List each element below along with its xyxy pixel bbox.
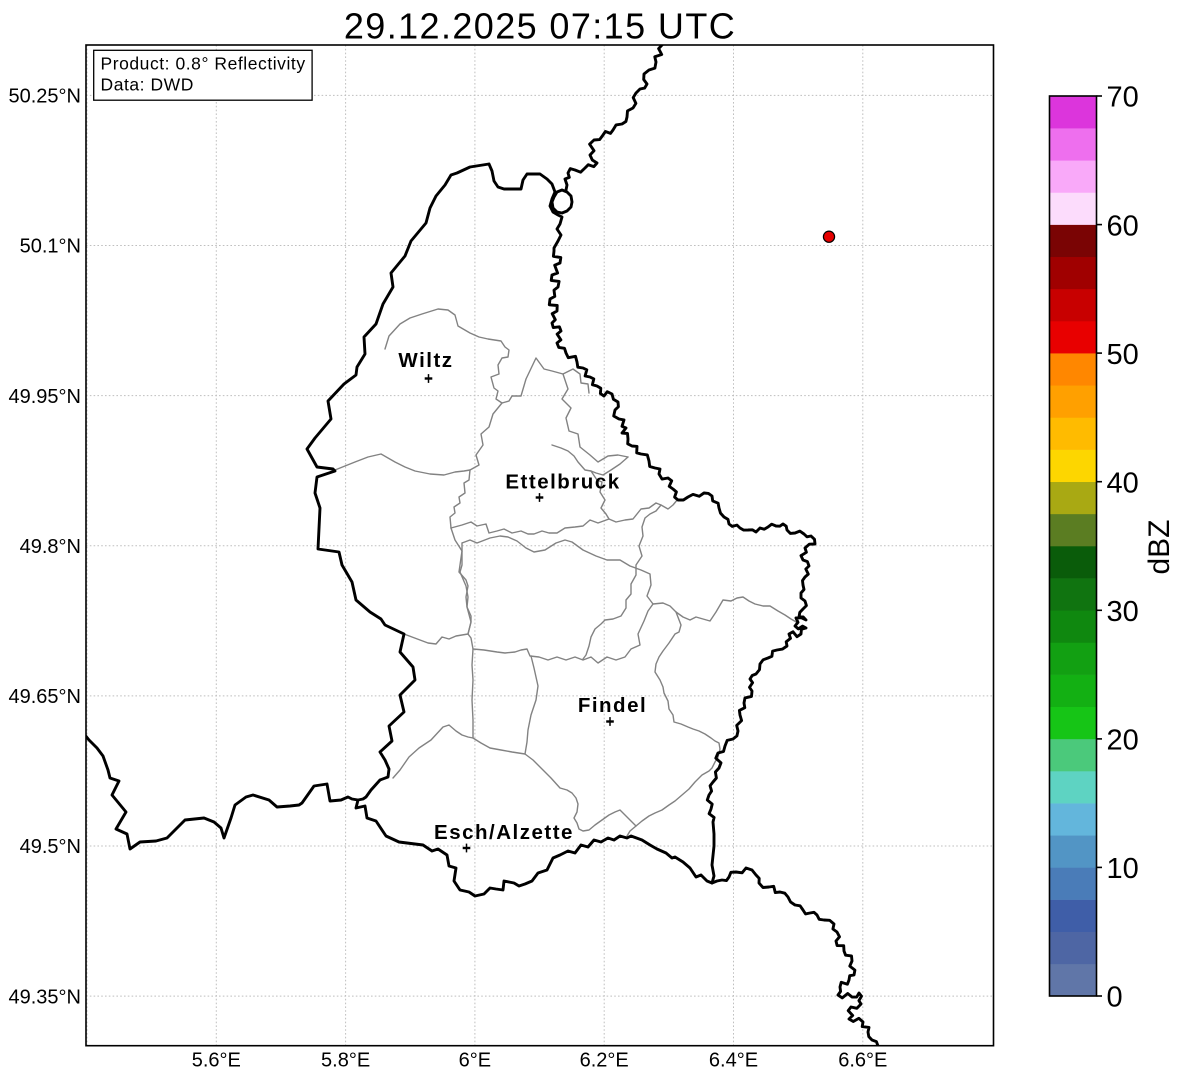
svg-text:40: 40 bbox=[1107, 467, 1139, 499]
svg-text:6.6°E: 6.6°E bbox=[838, 1050, 887, 1072]
svg-text:49.35°N: 49.35°N bbox=[9, 986, 82, 1008]
svg-text:60: 60 bbox=[1107, 210, 1139, 242]
svg-text:50: 50 bbox=[1107, 339, 1139, 371]
svg-text:dBZ: dBZ bbox=[1143, 519, 1176, 574]
svg-text:Ettelbruck: Ettelbruck bbox=[505, 471, 620, 494]
svg-text:Wiltz: Wiltz bbox=[398, 349, 453, 372]
svg-text:30: 30 bbox=[1107, 596, 1139, 628]
svg-text:6.4°E: 6.4°E bbox=[709, 1050, 758, 1072]
svg-text:49.5°N: 49.5°N bbox=[20, 836, 81, 858]
svg-text:70: 70 bbox=[1107, 82, 1139, 114]
svg-text:50.25°N: 50.25°N bbox=[9, 86, 82, 108]
svg-text:29.12.2025 07:15 UTC: 29.12.2025 07:15 UTC bbox=[344, 6, 736, 47]
svg-text:Data: DWD: Data: DWD bbox=[101, 75, 194, 95]
svg-text:50.1°N: 50.1°N bbox=[20, 236, 81, 258]
svg-text:Esch/Alzette: Esch/Alzette bbox=[434, 821, 574, 844]
svg-text:5.6°E: 5.6°E bbox=[192, 1050, 241, 1072]
svg-text:49.95°N: 49.95°N bbox=[9, 386, 82, 408]
svg-text:Product: 0.8° Reflectivity: Product: 0.8° Reflectivity bbox=[101, 54, 306, 74]
svg-text:0: 0 bbox=[1107, 982, 1123, 1014]
svg-text:20: 20 bbox=[1107, 725, 1139, 757]
svg-text:10: 10 bbox=[1107, 853, 1139, 885]
svg-text:5.8°E: 5.8°E bbox=[321, 1050, 370, 1072]
svg-text:49.8°N: 49.8°N bbox=[20, 536, 81, 558]
svg-text:49.65°N: 49.65°N bbox=[9, 686, 82, 708]
svg-text:6°E: 6°E bbox=[459, 1050, 491, 1072]
svg-text:Findel: Findel bbox=[578, 694, 647, 717]
svg-text:6.2°E: 6.2°E bbox=[580, 1050, 629, 1072]
